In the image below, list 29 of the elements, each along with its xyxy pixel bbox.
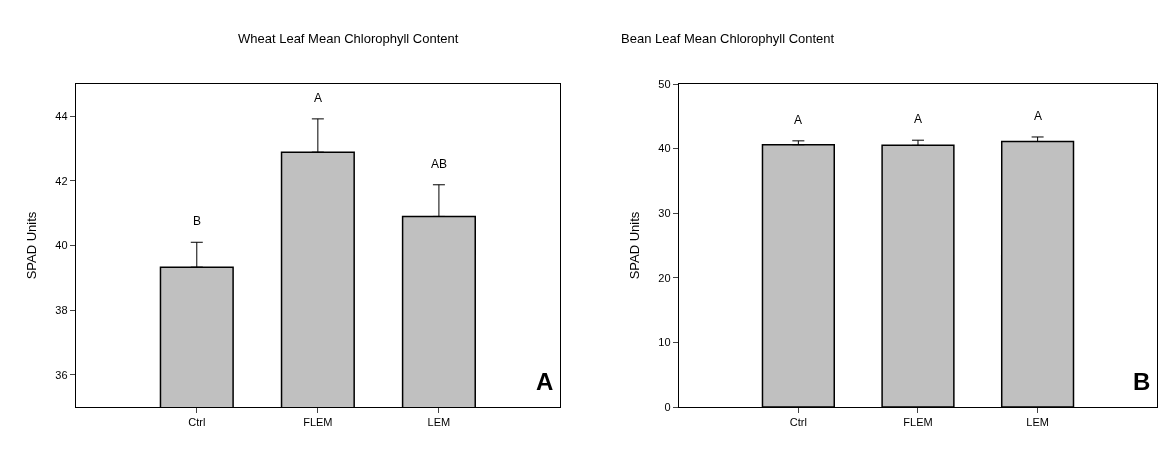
x-tick-label: FLEM xyxy=(903,416,933,429)
annotation: A xyxy=(536,368,554,395)
y-tick-label: 10 xyxy=(658,336,671,349)
y-tick-label: 36 xyxy=(55,368,68,381)
annotation: B xyxy=(193,214,202,228)
y-tick-label: 40 xyxy=(55,239,68,252)
y-tick-label: 50 xyxy=(658,77,671,90)
x-tick-label: LEM xyxy=(427,416,451,429)
x-tick-label: FLEM xyxy=(303,416,333,429)
y-tick-label: 44 xyxy=(55,110,68,123)
x-tick-label: Ctrl xyxy=(789,416,807,429)
y-tick-label: 38 xyxy=(55,303,68,316)
x-tick-label: Ctrl xyxy=(188,416,206,429)
chart-title: Wheat Leaf Mean Chlorophyll Content xyxy=(238,31,459,46)
annotation: A xyxy=(914,112,923,126)
y-axis-title: SPAD Units xyxy=(24,211,40,280)
annotation: A xyxy=(1034,109,1043,123)
chart-title: Bean Leaf Mean Chlorophyll Content xyxy=(621,31,835,46)
annotation: AB xyxy=(431,157,448,171)
x-tick-label: LEM xyxy=(1026,416,1049,429)
y-tick-label: 42 xyxy=(55,174,68,187)
y-tick-label: 40 xyxy=(658,142,671,155)
annotation: A xyxy=(794,113,803,127)
annotation: A xyxy=(314,91,323,105)
y-tick-label: 20 xyxy=(658,271,671,284)
annotation: B xyxy=(1133,368,1151,395)
y-tick-label: 0 xyxy=(664,400,671,413)
y-axis-title: SPAD Units xyxy=(627,211,643,280)
y-tick-label: 30 xyxy=(658,207,671,220)
